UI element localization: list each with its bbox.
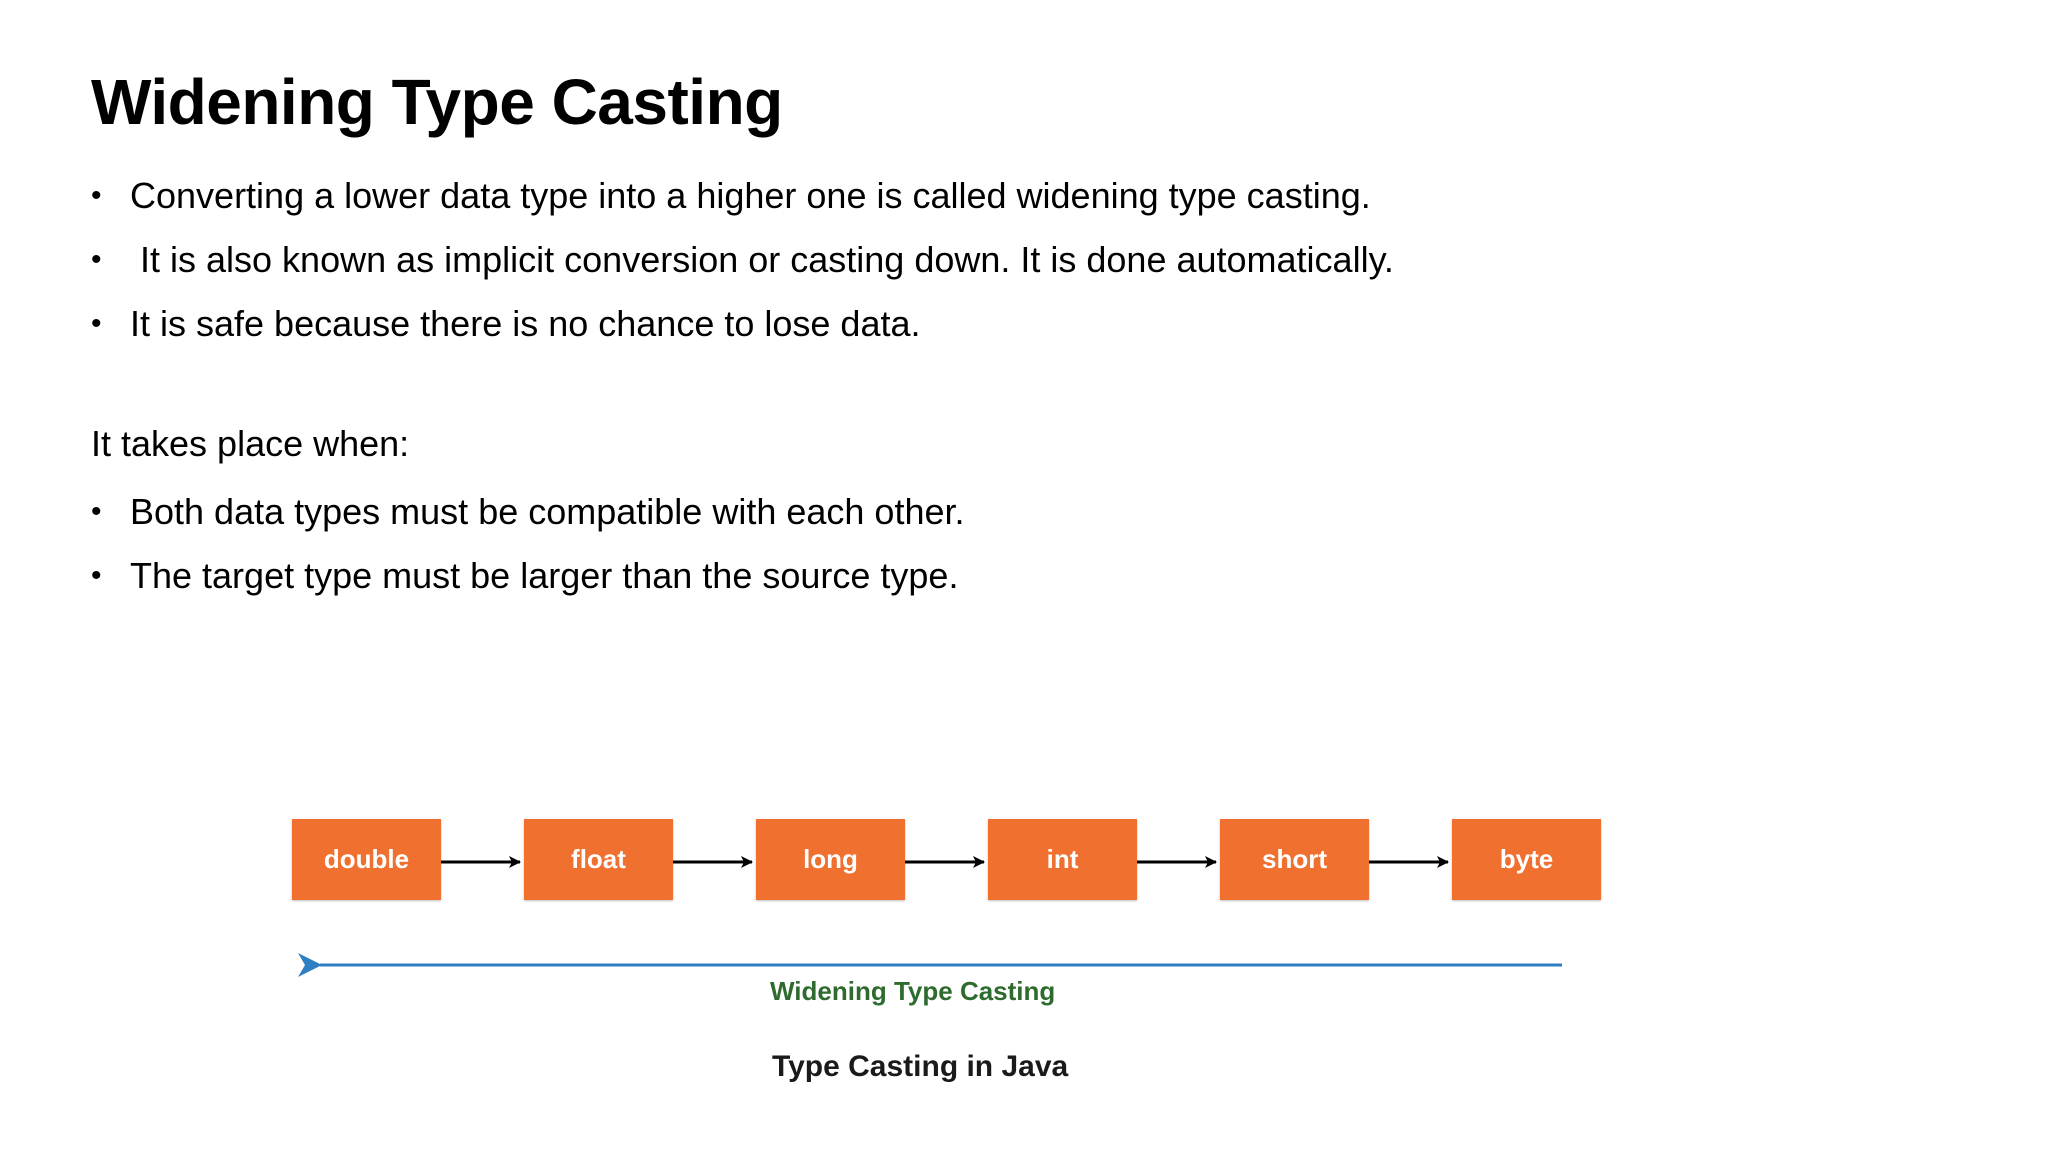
type-box-long: long (756, 819, 905, 900)
bullet-text: Both data types must be compatible with … (130, 491, 965, 532)
bullet-item: • It is safe because there is no chance … (91, 292, 1394, 356)
bullet-text: Converting a lower data type into a high… (130, 175, 1371, 216)
type-box-double: double (292, 819, 441, 900)
bullet-item: • The target type must be larger than th… (91, 544, 965, 608)
bullet-list-properties: • Converting a lower data type into a hi… (91, 164, 1394, 356)
bullet-dot-icon: • (91, 243, 102, 276)
conditions-intro: It takes place when: (91, 423, 410, 464)
bullet-dot-icon: • (91, 307, 102, 340)
diagram-caption: Type Casting in Java (772, 1050, 1069, 1083)
type-box-float: float (524, 819, 673, 900)
bullet-text: It is also known as implicit conversion … (130, 239, 1394, 280)
bullet-text: It is safe because there is no chance to… (130, 303, 921, 344)
type-box-int: int (988, 819, 1137, 900)
type-box-byte: byte (1452, 819, 1601, 900)
bullet-dot-icon: • (91, 495, 102, 528)
slide-title: Widening Type Casting (91, 66, 783, 138)
bullet-dot-icon: • (91, 179, 102, 212)
bullet-item: • It is also known as implicit conversio… (91, 228, 1394, 292)
bullet-item: • Both data types must be compatible wit… (91, 480, 965, 544)
bullet-item: • Converting a lower data type into a hi… (91, 164, 1394, 228)
type-box-short: short (1220, 819, 1369, 900)
bullet-dot-icon: • (91, 559, 102, 592)
bullet-list-conditions: • Both data types must be compatible wit… (91, 480, 965, 608)
direction-label: Widening Type Casting (770, 976, 1056, 1006)
bullet-text: The target type must be larger than the … (130, 555, 959, 596)
